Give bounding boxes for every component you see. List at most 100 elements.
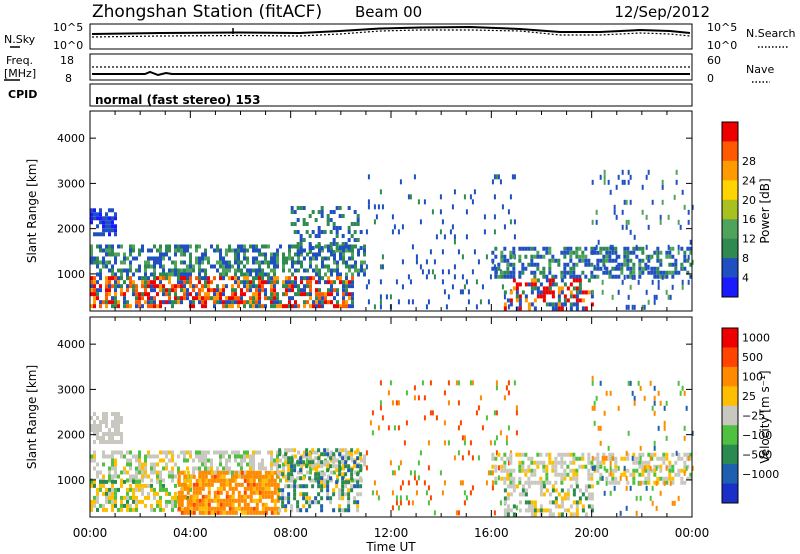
heatmap-cell: [183, 272, 186, 277]
heatmap-cell: [312, 466, 315, 471]
heatmap-cell: [533, 262, 537, 267]
heatmap-cell: [327, 264, 330, 269]
heatmap-cell: [150, 470, 153, 475]
heatmap-cell: [542, 484, 546, 489]
heatmap-cell: [270, 474, 274, 479]
heatmap-cell: [144, 462, 147, 467]
heatmap-cell: [258, 304, 261, 309]
heatmap-cell: [560, 512, 564, 517]
heatmap-cell: [153, 454, 156, 459]
heatmap-cell: [204, 296, 207, 301]
heatmap-cell: [587, 290, 591, 295]
heatmap-cell: [183, 244, 186, 249]
heatmap-cell: [533, 298, 537, 303]
heatmap-cell: [637, 480, 640, 486]
heatmap-cell: [219, 502, 223, 507]
heatmap-cell: [515, 410, 518, 416]
heatmap-cell: [603, 455, 606, 461]
heatmap-cell: [314, 234, 318, 239]
heatmap-cell: [342, 288, 345, 293]
time-tick-label: 00:00: [675, 526, 710, 540]
heatmap-cell: [515, 282, 519, 287]
heatmap-cell: [141, 491, 144, 496]
heatmap-cell: [348, 256, 351, 261]
heatmap-cell: [572, 488, 576, 493]
heatmap-cell: [281, 500, 285, 505]
heatmap-cell: [240, 458, 243, 463]
heatmap-cell: [114, 466, 117, 471]
heatmap-cell: [356, 238, 360, 243]
heatmap-cell: [174, 292, 177, 297]
heatmap-cell: [147, 474, 150, 479]
heatmap-cell: [114, 474, 117, 479]
heatmap-cell: [509, 254, 513, 259]
heatmap-cell: [551, 484, 555, 489]
heatmap-cell: [351, 252, 354, 257]
heatmap-cell: [605, 476, 609, 481]
heatmap-cell: [144, 454, 147, 459]
heatmap-cell: [451, 284, 454, 290]
heatmap-cell: [138, 304, 141, 309]
heatmap-cell: [551, 460, 555, 465]
heatmap-cell: [285, 474, 288, 479]
heatmap-cell: [351, 280, 354, 285]
heatmap-cell: [252, 284, 255, 289]
heatmap-cell: [123, 466, 126, 471]
colorbar-swatch: [722, 122, 738, 142]
heatmap-cell: [210, 244, 213, 249]
heatmap-cell: [512, 504, 516, 509]
heatmap-cell: [645, 485, 648, 491]
heatmap-cell: [120, 436, 123, 441]
heatmap-cell: [219, 248, 222, 253]
heatmap-cell: [255, 300, 258, 305]
heatmap-cell: [659, 468, 663, 473]
heatmap-cell: [623, 246, 627, 251]
heatmap-cell: [186, 510, 190, 515]
heatmap-cell: [150, 503, 153, 508]
heatmap-cell: [593, 250, 597, 255]
heatmap-cell: [135, 288, 138, 293]
heatmap-cell: [309, 296, 312, 301]
heatmap-cell: [186, 506, 190, 511]
heatmap-cell: [591, 455, 594, 461]
heatmap-cell: [342, 248, 345, 253]
heatmap-cell: [276, 296, 279, 301]
heatmap-cell: [168, 296, 171, 301]
heatmap-cell: [171, 272, 174, 277]
heatmap-cell: [276, 458, 279, 463]
heatmap-cell: [195, 478, 199, 483]
heatmap-cell: [607, 445, 610, 451]
heatmap-cell: [342, 284, 345, 289]
heatmap-cell: [333, 256, 336, 261]
heatmap-cell: [332, 508, 336, 513]
heatmap-cell: [276, 474, 280, 479]
heatmap-cell: [683, 425, 686, 431]
heatmap-cell: [261, 268, 264, 273]
heatmap-cell: [501, 284, 504, 290]
heatmap-cell: [276, 498, 280, 503]
heatmap-cell: [551, 302, 555, 307]
heatmap-cell: [207, 284, 210, 289]
heatmap-cell: [356, 218, 360, 223]
heatmap-cell: [96, 470, 99, 475]
heatmap-cell: [105, 252, 108, 257]
heatmap-cell: [147, 256, 150, 261]
heatmap-cell: [621, 179, 624, 185]
heatmap-cell: [174, 503, 177, 508]
heatmap-cell: [90, 454, 93, 459]
heatmap-cell: [210, 288, 213, 293]
heatmap-cell: [495, 435, 498, 441]
heatmap-cell: [509, 274, 513, 279]
heatmap-cell: [581, 250, 585, 255]
heatmap-cell: [473, 189, 476, 195]
heatmap-cell: [663, 420, 666, 426]
heatmap-cell: [225, 482, 229, 487]
heatmap-cell: [96, 296, 99, 301]
heatmap-cell: [569, 468, 573, 473]
heatmap-cell: [171, 478, 174, 483]
heatmap-cell: [159, 276, 162, 281]
heatmap-cell: [379, 264, 382, 270]
heatmap-cell: [615, 254, 618, 260]
colorbar-swatch: [722, 386, 738, 407]
heatmap-cell: [533, 500, 537, 505]
